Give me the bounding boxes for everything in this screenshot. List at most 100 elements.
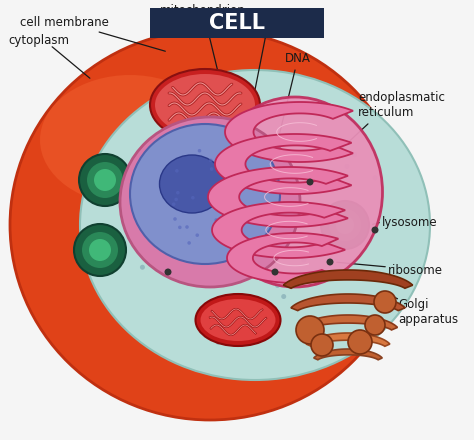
- Circle shape: [329, 209, 361, 241]
- Circle shape: [228, 242, 233, 247]
- Circle shape: [226, 113, 230, 118]
- Circle shape: [169, 209, 174, 214]
- Circle shape: [272, 268, 279, 275]
- Text: nucleus: nucleus: [245, 18, 291, 112]
- Circle shape: [361, 230, 365, 235]
- Circle shape: [209, 158, 213, 162]
- Circle shape: [198, 149, 201, 153]
- Text: ribosome: ribosome: [388, 264, 443, 276]
- Circle shape: [281, 294, 286, 299]
- Circle shape: [373, 175, 378, 180]
- PathPatch shape: [299, 315, 398, 330]
- Circle shape: [305, 231, 310, 236]
- Ellipse shape: [10, 30, 410, 420]
- Circle shape: [185, 225, 189, 229]
- PathPatch shape: [291, 294, 405, 311]
- Circle shape: [210, 167, 213, 171]
- Circle shape: [349, 242, 355, 247]
- Circle shape: [161, 225, 166, 230]
- Ellipse shape: [40, 75, 220, 205]
- Text: lysosome: lysosome: [382, 216, 438, 228]
- Ellipse shape: [80, 70, 430, 380]
- Circle shape: [154, 158, 158, 162]
- Ellipse shape: [208, 97, 383, 287]
- Circle shape: [301, 257, 306, 263]
- Circle shape: [238, 262, 243, 267]
- Text: CELL: CELL: [209, 13, 265, 33]
- Circle shape: [79, 154, 131, 206]
- Circle shape: [223, 185, 227, 189]
- Text: Golgi
apparatus: Golgi apparatus: [398, 298, 458, 326]
- Circle shape: [275, 283, 280, 288]
- Circle shape: [191, 196, 195, 199]
- Circle shape: [296, 316, 324, 344]
- Circle shape: [348, 330, 372, 354]
- Circle shape: [198, 276, 203, 282]
- Circle shape: [307, 179, 313, 186]
- Circle shape: [82, 232, 118, 268]
- Circle shape: [240, 147, 246, 152]
- Circle shape: [294, 216, 299, 221]
- Circle shape: [143, 180, 148, 185]
- Text: endoplasmatic
reticulum: endoplasmatic reticulum: [358, 91, 445, 119]
- Circle shape: [216, 340, 220, 345]
- Circle shape: [321, 201, 369, 249]
- Ellipse shape: [155, 74, 255, 136]
- Circle shape: [308, 140, 313, 146]
- FancyBboxPatch shape: [150, 8, 324, 38]
- Ellipse shape: [159, 155, 225, 213]
- Text: mitochondrion: mitochondrion: [160, 4, 246, 70]
- PathPatch shape: [283, 270, 413, 288]
- Circle shape: [211, 131, 216, 136]
- Circle shape: [336, 273, 341, 278]
- Circle shape: [374, 291, 396, 313]
- Circle shape: [327, 258, 334, 265]
- Circle shape: [87, 162, 123, 198]
- Circle shape: [178, 226, 182, 229]
- PathPatch shape: [306, 333, 390, 346]
- Circle shape: [223, 219, 226, 222]
- Circle shape: [193, 232, 198, 238]
- Circle shape: [345, 164, 349, 169]
- PathPatch shape: [225, 102, 353, 162]
- Circle shape: [240, 163, 245, 168]
- Circle shape: [175, 169, 179, 172]
- Circle shape: [195, 233, 199, 237]
- Circle shape: [140, 265, 145, 270]
- Circle shape: [149, 246, 154, 250]
- Circle shape: [183, 229, 188, 234]
- Circle shape: [174, 198, 178, 201]
- Ellipse shape: [195, 294, 281, 346]
- Circle shape: [94, 169, 116, 191]
- Circle shape: [283, 161, 289, 166]
- Circle shape: [172, 202, 175, 206]
- PathPatch shape: [208, 167, 348, 227]
- Circle shape: [372, 227, 379, 234]
- Ellipse shape: [120, 117, 300, 287]
- Circle shape: [233, 162, 238, 167]
- Text: DNA: DNA: [279, 51, 311, 137]
- Circle shape: [260, 169, 265, 175]
- Circle shape: [328, 226, 332, 231]
- Circle shape: [214, 218, 218, 222]
- Ellipse shape: [201, 299, 275, 341]
- Circle shape: [260, 155, 265, 160]
- Circle shape: [345, 216, 349, 221]
- Circle shape: [352, 152, 357, 157]
- Circle shape: [311, 334, 333, 356]
- PathPatch shape: [212, 202, 345, 258]
- Ellipse shape: [150, 69, 260, 141]
- Circle shape: [181, 223, 186, 227]
- Circle shape: [237, 148, 241, 153]
- PathPatch shape: [227, 233, 338, 283]
- Ellipse shape: [130, 124, 280, 264]
- Circle shape: [164, 235, 169, 240]
- Circle shape: [365, 315, 385, 335]
- PathPatch shape: [215, 134, 352, 194]
- Circle shape: [176, 191, 180, 194]
- Circle shape: [173, 217, 177, 221]
- Text: cytoplasm: cytoplasm: [8, 33, 69, 47]
- Circle shape: [74, 224, 126, 276]
- PathPatch shape: [314, 349, 382, 360]
- Circle shape: [253, 338, 258, 343]
